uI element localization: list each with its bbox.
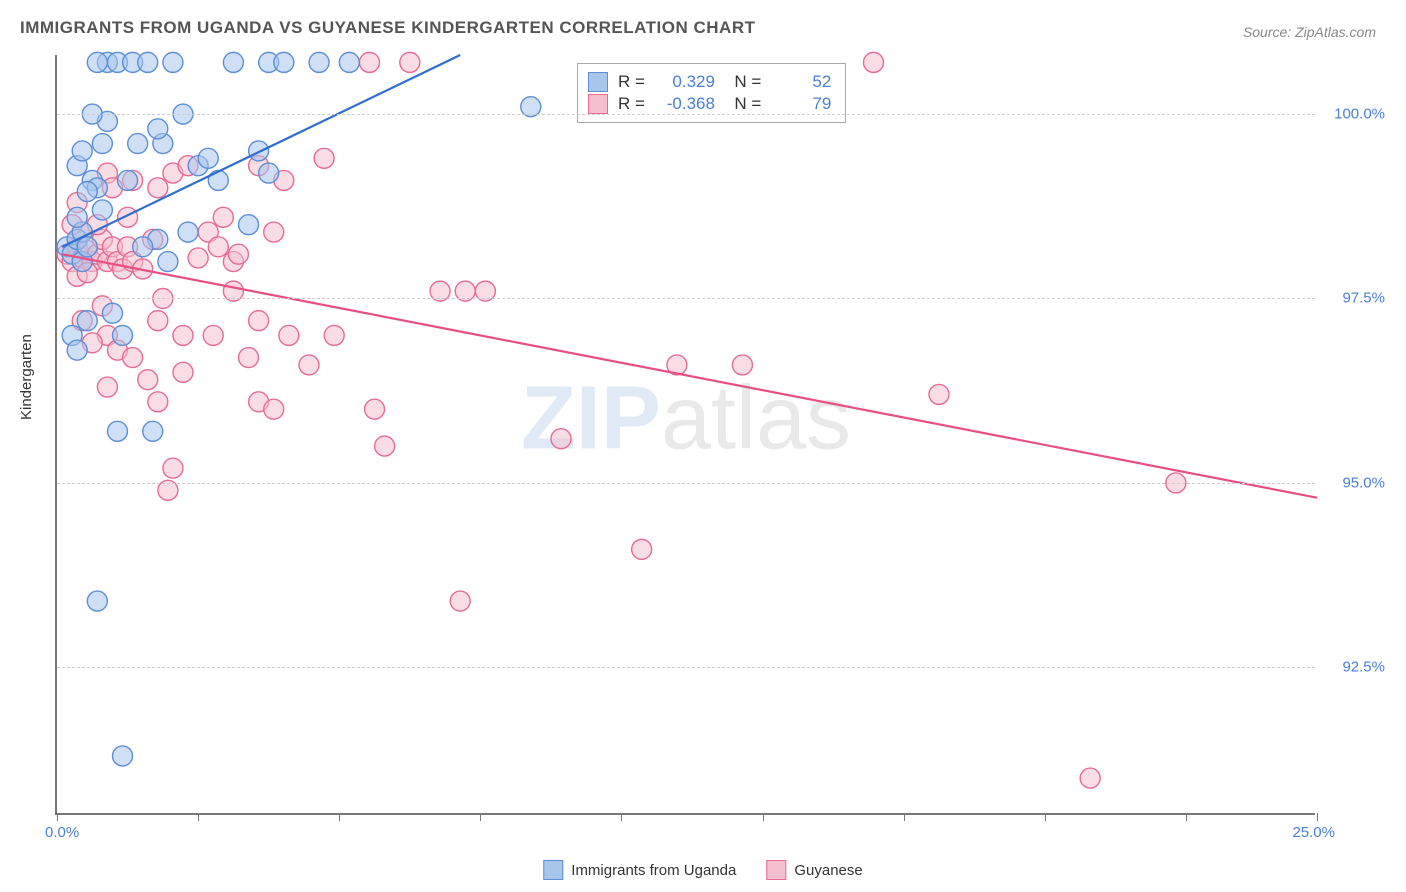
y-tick-label: 97.5% — [1325, 290, 1385, 307]
gridline — [57, 483, 1315, 484]
x-axis-max-label: 25.0% — [1292, 824, 1335, 841]
plot-area: ZIPatlas R = 0.329 N = 52 R = -0.368 N =… — [55, 55, 1315, 815]
legend-item-uganda: Immigrants from Uganda — [543, 860, 736, 880]
x-tick — [621, 813, 622, 821]
y-tick-label: 100.0% — [1325, 106, 1385, 123]
legend-label-guyanese: Guyanese — [794, 862, 862, 879]
x-tick — [198, 813, 199, 821]
x-tick — [763, 813, 764, 821]
y-tick-label: 92.5% — [1325, 659, 1385, 676]
y-axis-label: Kindergarten — [18, 334, 35, 420]
gridline — [57, 114, 1315, 115]
stats-row-guyanese: R = -0.368 N = 79 — [588, 94, 831, 114]
stats-row-uganda: R = 0.329 N = 52 — [588, 72, 831, 92]
series-legend: Immigrants from Uganda Guyanese — [543, 860, 862, 880]
x-tick — [339, 813, 340, 821]
legend-swatch-guyanese — [766, 860, 786, 880]
x-tick — [1045, 813, 1046, 821]
x-tick — [904, 813, 905, 821]
swatch-uganda — [588, 72, 608, 92]
legend-item-guyanese: Guyanese — [766, 860, 862, 880]
x-tick — [1317, 813, 1318, 821]
source-attribution: Source: ZipAtlas.com — [1243, 24, 1376, 40]
x-tick — [1186, 813, 1187, 821]
legend-label-uganda: Immigrants from Uganda — [571, 862, 736, 879]
x-tick — [480, 813, 481, 821]
y-tick-label: 95.0% — [1325, 474, 1385, 491]
x-tick — [57, 813, 58, 821]
legend-swatch-uganda — [543, 860, 563, 880]
chart-title: IMMIGRANTS FROM UGANDA VS GUYANESE KINDE… — [20, 18, 756, 38]
scatter-svg — [57, 55, 1315, 813]
gridline — [57, 667, 1315, 668]
swatch-guyanese — [588, 94, 608, 114]
gridline — [57, 298, 1315, 299]
x-axis-min-label: 0.0% — [45, 824, 79, 841]
